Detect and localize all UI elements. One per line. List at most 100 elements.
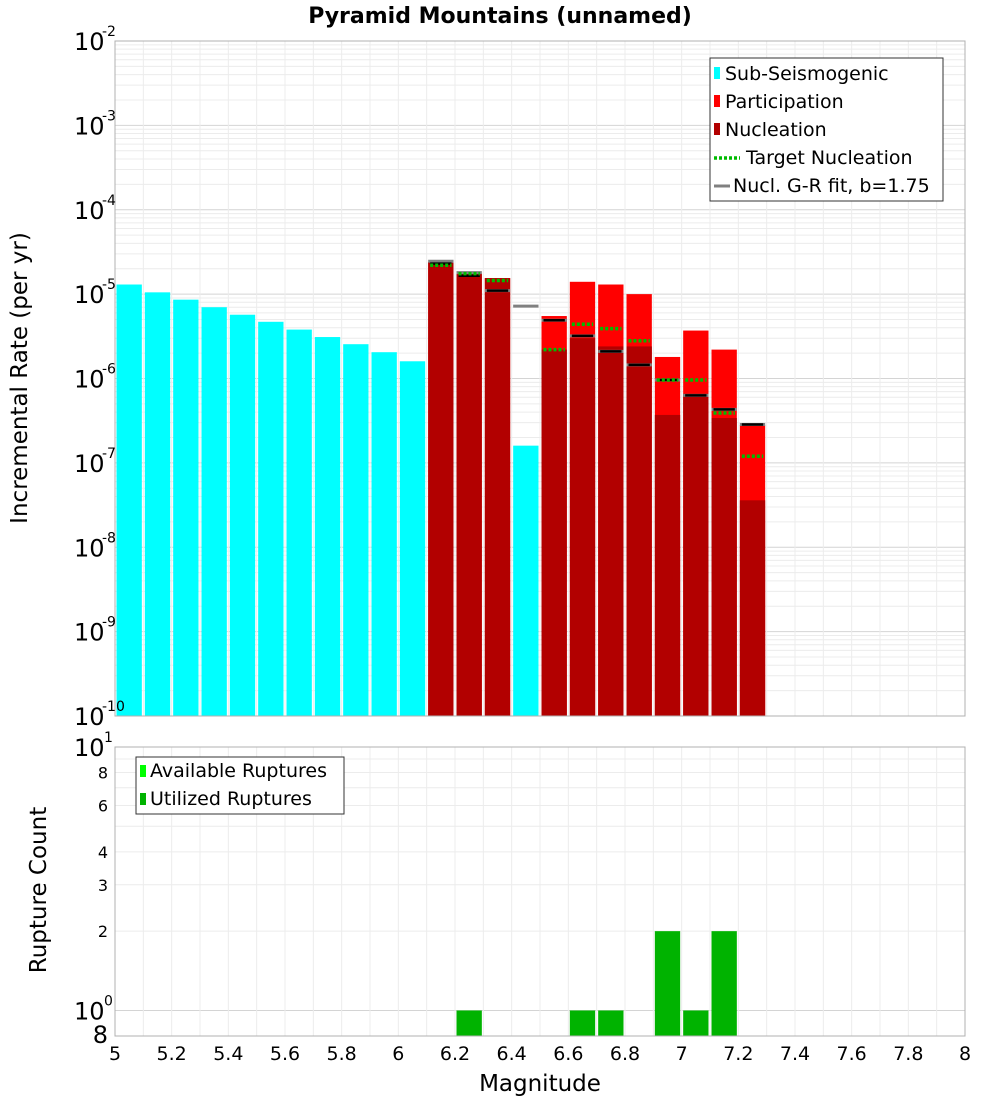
legend-item: Utilized Ruptures [140, 788, 312, 810]
legend-swatch [714, 123, 720, 135]
bottom-axes: 5 5.2 5.4 5.6 5.8 6 6.2 6.4 6.6 6.8 7 7.2 7.4 7.6 7.8 8… [74, 730, 971, 1065]
sub-seismogenic-bar [173, 299, 199, 716]
y-tick-label: 10-4 [74, 193, 116, 225]
x-tick-label: 6.8 [610, 1043, 640, 1065]
y-tick-label: 2 [98, 922, 108, 941]
nucleation-bar [569, 338, 596, 716]
y-tick-label: 10-8 [74, 530, 116, 562]
y-tick-label: 10-10 [74, 699, 125, 731]
x-tick-label: 5.6 [270, 1043, 300, 1065]
y-tick-base: 10 [74, 619, 105, 647]
y-tick-label: 10-6 [74, 362, 116, 394]
utilized-ruptures-bar [456, 1010, 482, 1036]
x-tick-label: 5.2 [157, 1043, 187, 1065]
x-tick-label: 6.6 [553, 1043, 583, 1065]
bottom-bars [456, 931, 737, 1036]
y-tick-label: 10-7 [74, 446, 116, 478]
top-plot-frame [114, 40, 966, 717]
sub-seismogenic-bar [286, 329, 312, 716]
utilized-ruptures-bar [683, 1010, 709, 1036]
nucleation-bar [598, 346, 624, 716]
legend-swatch [140, 793, 146, 805]
nucleation-bar [739, 500, 766, 716]
legend-label: Available Ruptures [150, 760, 327, 782]
y-tick-base: 10 [74, 734, 105, 762]
y-tick-label: 3 [98, 876, 108, 895]
x-tick-label: 5.8 [327, 1043, 357, 1065]
top-gridlines [115, 41, 966, 716]
sub-seismogenic-bar [229, 314, 256, 716]
legend-item: Participation [714, 91, 844, 113]
y-tick-base: 10 [74, 112, 105, 140]
legend-item: Available Ruptures [140, 760, 327, 782]
x-axis-label: Magnitude [479, 1071, 601, 1097]
chart-title: Pyramid Mountains (unnamed) [308, 4, 692, 29]
sub-seismogenic-bar [144, 292, 171, 716]
y-tick-exponent: -7 [102, 446, 116, 462]
y-tick-label: 10-5 [74, 277, 116, 309]
y-tick-base: 10 [74, 534, 105, 562]
x-tick-label: 5 [109, 1043, 121, 1065]
y-tick-exponent: 1 [104, 730, 113, 746]
legend-label: Nucleation [725, 119, 827, 141]
y-tick-base: 10 [74, 281, 105, 309]
y-tick-label: 10 1 [74, 730, 113, 762]
y-tick-exponent: -10 [102, 699, 125, 715]
nucleation-bar [428, 262, 454, 716]
legend-item: Sub-Seismogenic [714, 63, 889, 85]
top-marks [428, 259, 766, 458]
bottom-plot-frame [114, 746, 966, 1037]
y-tick-label: 8 [98, 764, 108, 783]
y-tick-exponent: -3 [102, 108, 116, 124]
y-tick-label: 4 [98, 843, 108, 862]
y-tick-exponent: -2 [102, 24, 116, 40]
sub-seismogenic-bar [201, 307, 227, 716]
legend-swatch [714, 95, 720, 107]
x-tick-label: 6.2 [440, 1043, 470, 1065]
y-tick-label: 10-9 [74, 615, 116, 647]
x-tick-label: 7.8 [893, 1043, 923, 1065]
x-tick-label: 6 [392, 1043, 404, 1065]
y-tick-exponent: -9 [102, 615, 116, 631]
legend-box [709, 57, 944, 202]
y-tick-base: 10 [74, 197, 105, 225]
nucleation-bar [654, 414, 681, 716]
x-tick-label: 8 [959, 1043, 971, 1065]
utilized-ruptures-bar [569, 1010, 596, 1036]
nucleation-bar [541, 349, 567, 716]
y-tick-label-bottom: 8 [93, 1021, 108, 1049]
y-tick-exponent: 0 [104, 993, 113, 1009]
y-tick-base: 10 [74, 997, 105, 1025]
x-tick-label: 7.4 [780, 1043, 810, 1065]
legend-label: Nucl. G-R fit, b=1.75 [733, 175, 930, 197]
utilized-ruptures-bar [711, 931, 737, 1036]
y-tick-exponent: -6 [102, 362, 116, 378]
sub-seismogenic-bar [258, 321, 284, 716]
legend-label: Participation [725, 91, 844, 113]
top-legend: Sub-Seismogenic Participation Nucleation Ta… [709, 57, 944, 202]
nucleation-bar [711, 418, 737, 716]
x-tick-label: 6.4 [497, 1043, 527, 1065]
y-tick-label: 10-2 [74, 24, 116, 56]
sub-seismogenic-bar [343, 344, 369, 716]
y-tick-label: 6 [98, 796, 108, 815]
legend-swatch [140, 765, 146, 777]
legend-swatch [714, 67, 720, 79]
legend-label: Target Nucleation [745, 147, 913, 169]
sub-seismogenic-bar [116, 284, 142, 716]
utilized-ruptures-bar [654, 931, 681, 1036]
y-tick-base: 10 [74, 366, 105, 394]
legend-item: Nucleation [714, 119, 827, 141]
legend-label: Sub-Seismogenic [725, 63, 889, 85]
top-y-axis-label: Incremental Rate (per yr) [7, 232, 33, 524]
nucleation-bar [683, 393, 709, 716]
sub-seismogenic-bar [314, 337, 341, 716]
nucleation-bar [626, 346, 652, 716]
y-tick-label: 10-3 [74, 108, 116, 140]
utilized-ruptures-bar [598, 1010, 624, 1036]
chart-labels: Pyramid Mountains (unnamed) Incremental … [7, 4, 692, 1097]
y-tick-exponent: -8 [102, 530, 116, 546]
bottom-legend: Available Ruptures Utilized Ruptures [135, 756, 345, 815]
